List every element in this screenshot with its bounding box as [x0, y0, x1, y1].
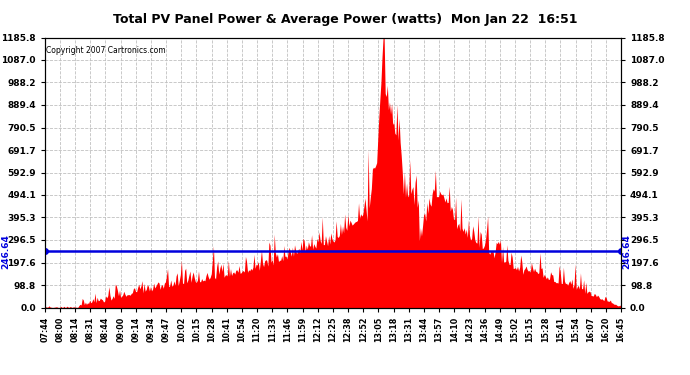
Text: 246.64: 246.64 — [1, 234, 10, 269]
Text: 246.64: 246.64 — [622, 234, 631, 269]
Text: Copyright 2007 Cartronics.com: Copyright 2007 Cartronics.com — [46, 46, 166, 55]
Text: Total PV Panel Power & Average Power (watts)  Mon Jan 22  16:51: Total PV Panel Power & Average Power (wa… — [112, 13, 578, 26]
